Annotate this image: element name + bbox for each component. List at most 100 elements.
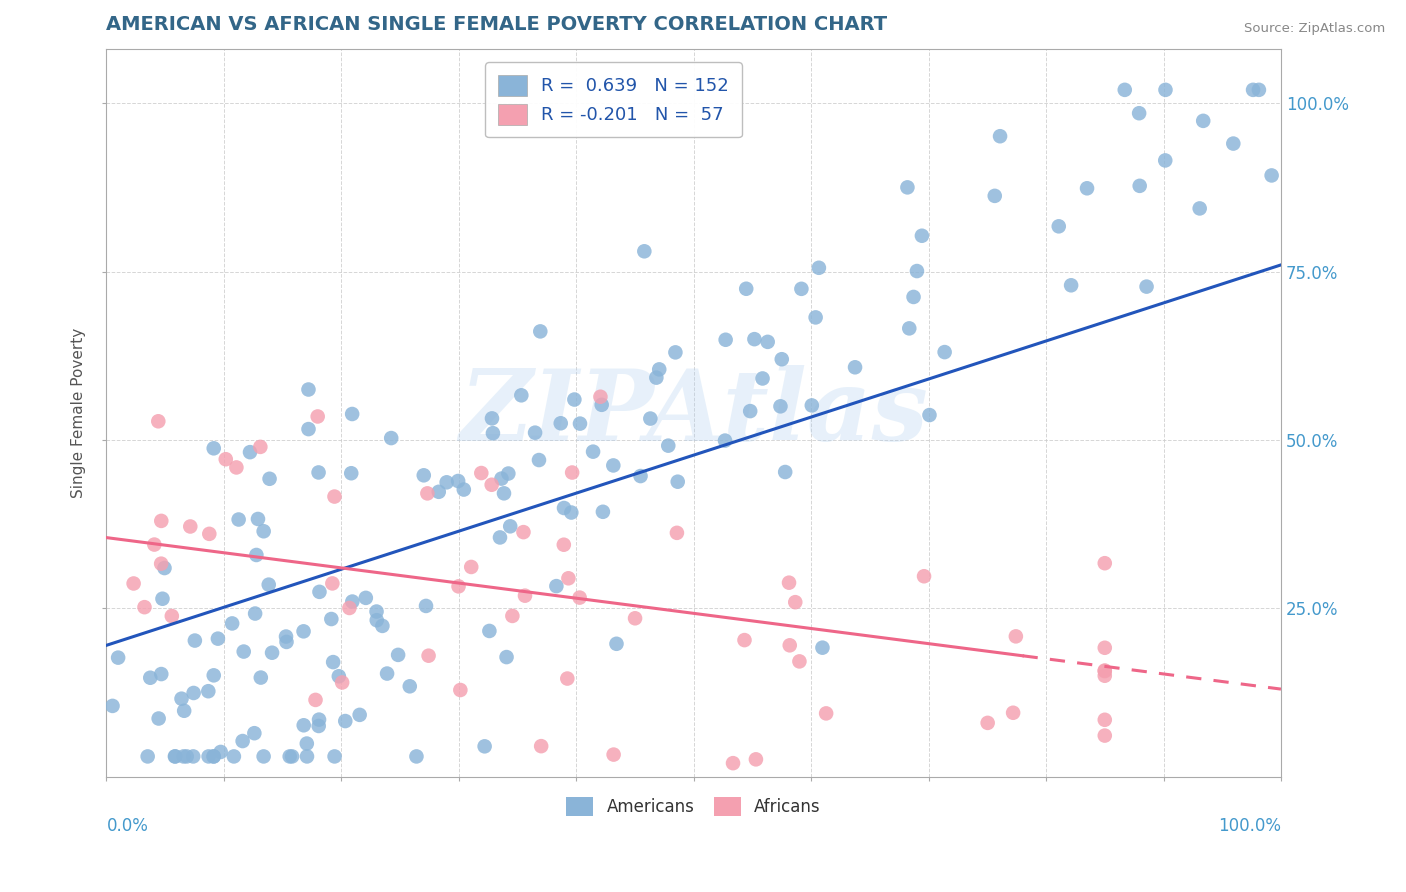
Point	[143, 537, 166, 551]
Point	[557, 672, 579, 686]
Point	[491, 472, 513, 486]
Point	[150, 667, 173, 681]
Point	[181, 749, 204, 764]
Point	[366, 605, 388, 619]
Point	[988, 129, 1011, 144]
Text: 0.0%: 0.0%	[107, 816, 148, 835]
Point	[474, 739, 496, 754]
Point	[249, 671, 271, 685]
Point	[734, 633, 756, 648]
Point	[815, 706, 838, 721]
Point	[785, 595, 807, 609]
Point	[934, 345, 956, 359]
Point	[295, 737, 318, 751]
Point	[274, 630, 297, 644]
Text: Source: ZipAtlas.com: Source: ZipAtlas.com	[1244, 22, 1385, 36]
Point	[1260, 169, 1282, 183]
Point	[582, 444, 605, 458]
Point	[449, 683, 471, 698]
Point	[170, 691, 193, 706]
Point	[495, 650, 517, 665]
Point	[1094, 729, 1116, 743]
Point	[529, 325, 551, 339]
Point	[546, 579, 568, 593]
Point	[160, 609, 183, 624]
Point	[245, 548, 267, 562]
Point	[148, 712, 170, 726]
Point	[602, 458, 624, 473]
Text: AMERICAN VS AFRICAN SINGLE FEMALE POVERTY CORRELATION CHART: AMERICAN VS AFRICAN SINGLE FEMALE POVERT…	[107, 15, 887, 34]
Point	[898, 321, 921, 335]
Point	[297, 422, 319, 436]
Point	[501, 608, 523, 623]
Point	[779, 638, 801, 652]
Point	[769, 400, 792, 414]
Point	[807, 260, 830, 275]
Point	[179, 519, 201, 533]
Point	[225, 460, 247, 475]
Point	[173, 749, 195, 764]
Point	[714, 434, 737, 448]
Point	[530, 739, 553, 753]
Point	[756, 334, 779, 349]
Point	[152, 591, 174, 606]
Point	[569, 417, 592, 431]
Point	[481, 477, 503, 491]
Point	[773, 465, 796, 479]
Point	[321, 576, 343, 591]
Point	[453, 483, 475, 497]
Point	[297, 383, 319, 397]
Point	[664, 345, 686, 359]
Point	[134, 600, 156, 615]
Point	[1114, 83, 1136, 97]
Point	[259, 472, 281, 486]
Point	[790, 282, 813, 296]
Point	[202, 749, 225, 764]
Point	[198, 526, 221, 541]
Point	[436, 475, 458, 490]
Point	[624, 611, 647, 625]
Point	[228, 512, 250, 526]
Point	[911, 228, 934, 243]
Point	[1129, 178, 1152, 193]
Point	[276, 635, 298, 649]
Point	[800, 399, 823, 413]
Point	[202, 749, 225, 764]
Point	[246, 512, 269, 526]
Point	[714, 333, 737, 347]
Point	[330, 675, 353, 690]
Point	[1094, 640, 1116, 655]
Point	[354, 591, 377, 605]
Point	[418, 648, 440, 663]
Point	[184, 633, 207, 648]
Point	[278, 749, 301, 764]
Point	[665, 525, 688, 540]
Point	[605, 637, 627, 651]
Point	[335, 714, 357, 728]
Point	[591, 398, 613, 412]
Point	[1076, 181, 1098, 195]
Point	[339, 601, 361, 615]
Point	[1094, 669, 1116, 683]
Point	[1094, 664, 1116, 678]
Point	[323, 749, 346, 764]
Point	[232, 644, 254, 658]
Point	[976, 715, 998, 730]
Point	[253, 524, 276, 539]
Point	[804, 310, 827, 325]
Point	[1188, 202, 1211, 216]
Point	[778, 575, 800, 590]
Point	[592, 505, 614, 519]
Point	[470, 466, 492, 480]
Point	[1094, 664, 1116, 678]
Point	[630, 469, 652, 483]
Point	[789, 654, 811, 668]
Point	[173, 704, 195, 718]
Point	[136, 749, 159, 764]
Point	[165, 749, 187, 764]
Point	[292, 718, 315, 732]
Point	[903, 290, 925, 304]
Point	[602, 747, 624, 762]
Point	[510, 388, 533, 402]
Point	[499, 519, 522, 533]
